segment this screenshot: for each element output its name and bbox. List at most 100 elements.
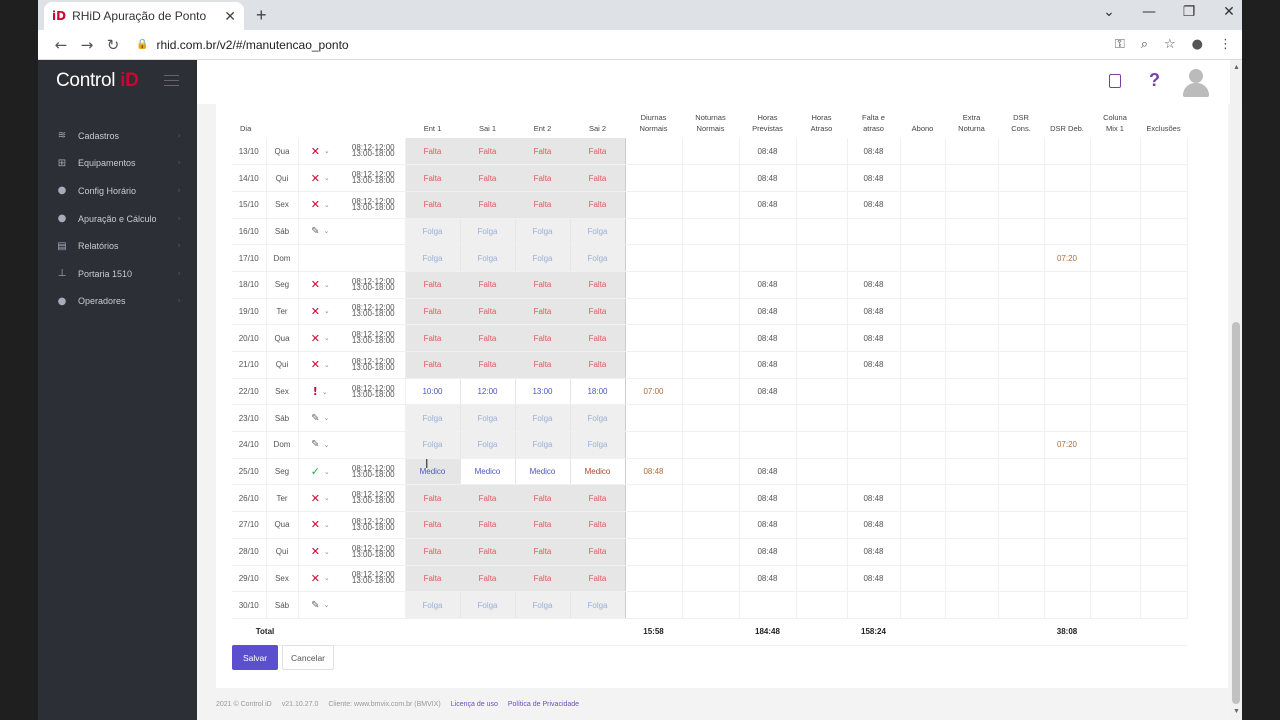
cell-marcacao[interactable]: Falta — [405, 511, 461, 539]
cell-marcacao[interactable]: Folga — [405, 218, 461, 246]
cell-marcacao[interactable]: Falta — [405, 191, 461, 219]
cell-marcacao[interactable]: Folga — [460, 404, 516, 433]
sidebar-item-apura-o-e-c-lculo[interactable]: ● Apuração e Cálculo › — [38, 205, 197, 233]
cell-marcacao[interactable]: Falta — [570, 298, 626, 326]
profile-icon[interactable]: ● — [1191, 37, 1203, 52]
cell-marcacao[interactable]: Falta — [570, 138, 626, 166]
chevron-down-icon[interactable]: ⌄ — [323, 147, 330, 156]
cell-marcacao[interactable]: Falta — [460, 191, 516, 219]
new-tab-button[interactable]: + — [256, 5, 267, 25]
chevron-down-icon[interactable]: ⌄ — [323, 334, 330, 343]
check-icon[interactable]: ✓ — [310, 465, 320, 479]
edit-icon[interactable]: ✎ — [311, 599, 320, 611]
cell-marcacao[interactable]: Medico — [570, 458, 626, 486]
cell-marcacao[interactable]: Falta — [405, 138, 461, 166]
cell-marcacao[interactable]: Falta — [570, 191, 626, 219]
cell-marcacao[interactable]: Folga — [460, 431, 516, 459]
chevron-down-icon[interactable]: ⌄ — [321, 387, 328, 396]
cell-marcacao[interactable]: Folga — [460, 218, 516, 246]
sidebar-item-equipamentos[interactable]: ⊞ Equipamentos › — [38, 150, 197, 178]
cell-marcacao[interactable]: Falta — [515, 271, 571, 299]
chevron-down-icon[interactable]: ⌄ — [323, 494, 330, 503]
cell-marcacao[interactable]: Folga — [515, 244, 571, 272]
warning-exclamation-icon[interactable]: ! — [312, 385, 318, 399]
page-scrollbar[interactable]: ▲ ▼ — [1230, 60, 1242, 720]
restore-icon[interactable]: ❐ — [1182, 4, 1196, 20]
chevron-down-icon[interactable]: ⌄ — [323, 307, 330, 316]
edit-icon[interactable]: ✎ — [311, 412, 320, 424]
cell-marcacao[interactable]: Falta — [405, 271, 461, 299]
close-tab-icon[interactable]: ✕ — [224, 7, 236, 24]
absence-x-icon[interactable]: ✕ — [310, 304, 320, 318]
cell-marcacao[interactable]: Medico — [405, 458, 461, 486]
cell-marcacao[interactable]: Falta — [460, 138, 516, 166]
scroll-down-icon[interactable]: ▼ — [1233, 708, 1240, 715]
cell-marcacao[interactable]: Falta — [515, 484, 571, 513]
key-icon[interactable]: ⚿ — [1114, 37, 1125, 52]
status-menu[interactable]: ✕ ⌄ — [311, 198, 330, 211]
cell-marcacao[interactable]: 10:00 — [405, 378, 461, 406]
privacy-link[interactable]: Política de Privacidade — [507, 701, 580, 708]
brand-logo[interactable]: Control iD — [56, 70, 139, 92]
status-menu[interactable]: ✎ ⌄ — [311, 600, 329, 611]
cell-marcacao[interactable]: Folga — [515, 431, 571, 459]
hamburger-icon[interactable] — [164, 75, 179, 86]
cell-marcacao[interactable]: Folga — [405, 404, 461, 433]
cell-marcacao[interactable]: Falta — [570, 164, 626, 192]
cell-marcacao[interactable]: Falta — [515, 351, 571, 379]
avatar[interactable] — [1182, 67, 1210, 97]
cell-marcacao[interactable]: Falta — [460, 538, 516, 566]
cell-marcacao[interactable]: Falta — [405, 538, 461, 566]
status-menu[interactable]: ✎ ⌄ — [311, 439, 329, 450]
chevron-down-icon[interactable]: ⌄ — [323, 601, 330, 610]
status-menu[interactable]: ✕ ⌄ — [311, 358, 330, 371]
cell-marcacao[interactable]: Falta — [405, 298, 461, 326]
reload-icon[interactable]: ↻ — [106, 35, 120, 54]
cell-marcacao[interactable]: Falta — [515, 298, 571, 326]
chevron-down-icon[interactable]: ⌄ — [323, 574, 330, 583]
cell-marcacao[interactable]: Folga — [570, 591, 626, 619]
cell-marcacao[interactable]: Falta — [405, 484, 461, 513]
cell-marcacao[interactable]: 12:00 — [460, 378, 516, 406]
sidebar-item-portaria-1510[interactable]: ⊥ Portaria 1510 › — [38, 260, 197, 288]
cell-marcacao[interactable]: Falta — [515, 565, 571, 593]
cell-marcacao[interactable]: Falta — [460, 565, 516, 593]
absence-x-icon[interactable]: ✕ — [310, 198, 320, 212]
browser-tab[interactable]: iD RHiD Apuração de Ponto ✕ — [44, 2, 244, 30]
menu-kebab-icon[interactable]: ⋮ — [1219, 37, 1232, 52]
status-menu[interactable]: ✕ ⌄ — [311, 332, 330, 345]
scrollbar-thumb[interactable] — [1232, 322, 1240, 704]
cell-marcacao[interactable]: Falta — [570, 511, 626, 539]
cell-marcacao[interactable]: Falta — [460, 484, 516, 513]
cell-marcacao[interactable]: Falta — [460, 511, 516, 539]
cell-marcacao[interactable]: Falta — [460, 298, 516, 326]
chevron-down-icon[interactable]: ⌄ — [323, 440, 330, 449]
cell-marcacao[interactable]: Folga — [405, 591, 461, 619]
status-menu[interactable]: ✕ ⌄ — [311, 172, 330, 185]
cell-marcacao[interactable]: Falta — [460, 271, 516, 299]
absence-x-icon[interactable]: ✕ — [310, 518, 320, 532]
cell-marcacao[interactable]: Falta — [515, 164, 571, 192]
absence-x-icon[interactable]: ✕ — [310, 278, 320, 292]
close-window-icon[interactable]: ✕ — [1223, 4, 1235, 20]
license-link[interactable]: Licença de uso — [450, 701, 498, 708]
status-menu[interactable]: ✕ ⌄ — [311, 278, 330, 291]
save-button[interactable]: Salvar — [232, 645, 278, 670]
chevron-down-icon[interactable]: ⌄ — [323, 467, 330, 476]
cell-marcacao[interactable]: Folga — [570, 404, 626, 433]
cell-marcacao[interactable]: Falta — [405, 164, 461, 192]
cell-marcacao[interactable]: Falta — [570, 271, 626, 299]
absence-x-icon[interactable]: ✕ — [310, 358, 320, 372]
status-menu[interactable]: ✕ ⌄ — [311, 305, 330, 318]
chevron-down-icon[interactable]: ⌄ — [323, 280, 330, 289]
status-menu[interactable]: ✎ ⌄ — [311, 413, 329, 424]
chevron-down-icon[interactable]: ⌄ — [323, 520, 330, 529]
cell-marcacao[interactable]: Falta — [460, 324, 516, 352]
zoom-icon[interactable]: ⌕ — [1140, 37, 1148, 52]
cell-marcacao[interactable]: Falta — [570, 538, 626, 566]
calculator-icon[interactable] — [1109, 74, 1121, 88]
cell-marcacao[interactable]: Medico — [460, 458, 516, 486]
cell-marcacao[interactable]: Folga — [570, 244, 626, 272]
cell-marcacao[interactable]: Folga — [515, 404, 571, 433]
absence-x-icon[interactable]: ✕ — [310, 331, 320, 345]
